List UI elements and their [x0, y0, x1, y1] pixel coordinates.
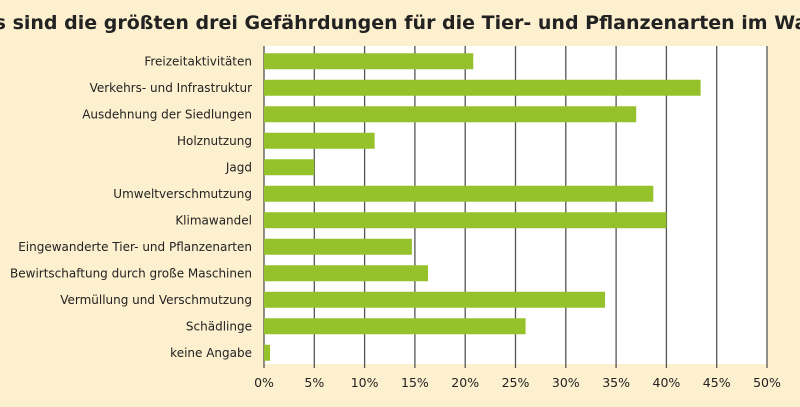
category-label: Umweltverschmutzung: [113, 187, 252, 201]
x-tick-label: 35%: [602, 375, 630, 390]
category-label: Verkehrs- und Infrastruktur: [90, 81, 252, 95]
bar: [264, 318, 526, 335]
category-label: Vermüllung und Verschmutzung: [60, 293, 252, 307]
x-tick-label: 45%: [703, 375, 731, 390]
x-tick-label: 10%: [351, 375, 379, 390]
x-tick-label: 25%: [502, 375, 530, 390]
category-label: keine Angabe: [170, 346, 252, 360]
x-tick-label: 0%: [254, 375, 274, 390]
category-label: Holznutzung: [177, 134, 252, 148]
category-label: Bewirtschaftung durch große Maschinen: [10, 266, 252, 280]
category-label: Freizeitaktivitäten: [144, 54, 252, 68]
bar: [264, 344, 271, 361]
category-label: Schädlinge: [186, 319, 252, 333]
bar: [264, 79, 701, 96]
chart-title: Was sind die größten drei Gefährdungen f…: [0, 12, 800, 34]
bar: [264, 265, 428, 282]
category-label: Klimawandel: [175, 213, 252, 227]
x-tick-label: 40%: [653, 375, 681, 390]
bar: [264, 238, 412, 255]
x-tick-label: 15%: [401, 375, 429, 390]
category-label: Jagd: [225, 160, 252, 174]
x-tick-label: 20%: [451, 375, 479, 390]
bar: [264, 212, 667, 229]
bar: [264, 106, 637, 123]
category-label: Ausdehnung der Siedlungen: [82, 107, 252, 121]
bar: [264, 53, 474, 70]
bar: [264, 159, 315, 176]
bar: [264, 291, 606, 308]
x-tick-label: 5%: [304, 375, 324, 390]
bar: [264, 185, 654, 202]
category-label: Eingewanderte Tier- und Pflanzenarten: [18, 240, 252, 254]
x-tick-label: 30%: [552, 375, 580, 390]
bar: [264, 132, 375, 149]
x-tick-label: 50%: [753, 375, 781, 390]
